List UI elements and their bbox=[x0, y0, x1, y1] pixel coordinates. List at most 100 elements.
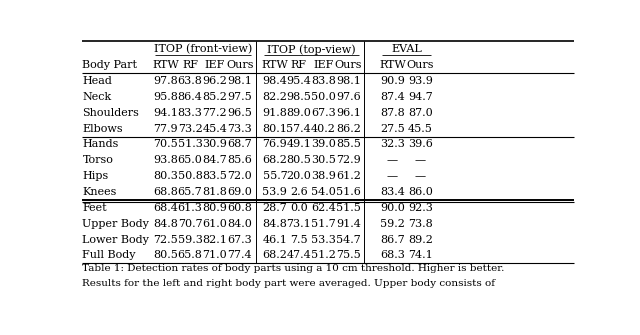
Text: 61.0: 61.0 bbox=[202, 219, 227, 229]
Text: Torso: Torso bbox=[83, 155, 113, 165]
Text: 83.8: 83.8 bbox=[311, 76, 336, 86]
Text: 30.9: 30.9 bbox=[202, 139, 227, 149]
Text: 77.2: 77.2 bbox=[203, 108, 227, 118]
Text: 51.7: 51.7 bbox=[311, 219, 336, 229]
Text: 89.2: 89.2 bbox=[408, 234, 433, 245]
Text: 72.5: 72.5 bbox=[154, 234, 178, 245]
Text: 39.6: 39.6 bbox=[408, 139, 433, 149]
Text: 45.4: 45.4 bbox=[202, 124, 227, 134]
Text: Feet: Feet bbox=[83, 203, 107, 213]
Text: 49.1: 49.1 bbox=[286, 139, 311, 149]
Text: ITOP (front-view): ITOP (front-view) bbox=[154, 44, 252, 55]
Text: EVAL: EVAL bbox=[391, 45, 422, 54]
Text: 27.5: 27.5 bbox=[380, 124, 405, 134]
Text: RF: RF bbox=[182, 60, 198, 70]
Text: 47.4: 47.4 bbox=[286, 250, 311, 260]
Text: ITOP (top-view): ITOP (top-view) bbox=[268, 44, 356, 55]
Text: 96.2: 96.2 bbox=[202, 76, 227, 86]
Text: 80.5: 80.5 bbox=[286, 155, 311, 165]
Text: 86.7: 86.7 bbox=[380, 234, 405, 245]
Text: 94.1: 94.1 bbox=[154, 108, 179, 118]
Text: 7.5: 7.5 bbox=[290, 234, 308, 245]
Text: IEF: IEF bbox=[205, 60, 225, 70]
Text: 68.2: 68.2 bbox=[262, 250, 287, 260]
Text: 65.0: 65.0 bbox=[178, 155, 202, 165]
Text: 80.1: 80.1 bbox=[262, 124, 287, 134]
Text: Full Body: Full Body bbox=[83, 250, 136, 260]
Text: 98.4: 98.4 bbox=[262, 76, 287, 86]
Text: 97.6: 97.6 bbox=[336, 92, 361, 102]
Text: 80.9: 80.9 bbox=[202, 203, 227, 213]
Text: —: — bbox=[387, 171, 398, 181]
Text: 53.3: 53.3 bbox=[311, 234, 336, 245]
Text: Body Part: Body Part bbox=[83, 60, 138, 70]
Text: 96.1: 96.1 bbox=[336, 108, 361, 118]
Text: 83.4: 83.4 bbox=[380, 187, 405, 197]
Text: 51.2: 51.2 bbox=[311, 250, 336, 260]
Text: Knees: Knees bbox=[83, 187, 117, 197]
Text: Hands: Hands bbox=[83, 139, 119, 149]
Text: Neck: Neck bbox=[83, 92, 112, 102]
Text: 90.9: 90.9 bbox=[380, 76, 405, 86]
Text: Results for the left and right body part were averaged. Upper body consists of: Results for the left and right body part… bbox=[83, 279, 495, 288]
Text: 89.0: 89.0 bbox=[286, 108, 311, 118]
Text: 87.0: 87.0 bbox=[408, 108, 433, 118]
Text: 68.7: 68.7 bbox=[227, 139, 252, 149]
Text: Table 1: Detection rates of body parts using a 10 cm threshold. Higher is better: Table 1: Detection rates of body parts u… bbox=[83, 264, 505, 273]
Text: 84.0: 84.0 bbox=[227, 219, 252, 229]
Text: RF: RF bbox=[291, 60, 307, 70]
Text: 83.5: 83.5 bbox=[202, 171, 227, 181]
Text: 87.8: 87.8 bbox=[380, 108, 405, 118]
Text: 91.8: 91.8 bbox=[262, 108, 287, 118]
Text: IEF: IEF bbox=[314, 60, 333, 70]
Text: 95.8: 95.8 bbox=[154, 92, 179, 102]
Text: 86.2: 86.2 bbox=[336, 124, 361, 134]
Text: RTW: RTW bbox=[262, 60, 288, 70]
Text: 60.8: 60.8 bbox=[227, 203, 252, 213]
Text: 85.2: 85.2 bbox=[202, 92, 227, 102]
Text: 97.8: 97.8 bbox=[154, 76, 178, 86]
Text: 65.8: 65.8 bbox=[178, 250, 202, 260]
Text: 45.5: 45.5 bbox=[408, 124, 433, 134]
Text: 72.9: 72.9 bbox=[336, 155, 361, 165]
Text: 77.4: 77.4 bbox=[227, 250, 252, 260]
Text: Ours: Ours bbox=[335, 60, 362, 70]
Text: 68.3: 68.3 bbox=[380, 250, 405, 260]
Text: 81.8: 81.8 bbox=[202, 187, 227, 197]
Text: 86.4: 86.4 bbox=[178, 92, 202, 102]
Text: —: — bbox=[415, 171, 426, 181]
Text: 39.0: 39.0 bbox=[311, 139, 336, 149]
Text: 82.1: 82.1 bbox=[202, 234, 227, 245]
Text: 53.9: 53.9 bbox=[262, 187, 287, 197]
Text: 71.0: 71.0 bbox=[202, 250, 227, 260]
Text: 84.8: 84.8 bbox=[154, 219, 179, 229]
Text: 73.8: 73.8 bbox=[408, 219, 433, 229]
Text: Ours: Ours bbox=[226, 60, 253, 70]
Text: 86.0: 86.0 bbox=[408, 187, 433, 197]
Text: 98.1: 98.1 bbox=[227, 76, 252, 86]
Text: 67.3: 67.3 bbox=[227, 234, 252, 245]
Text: 93.8: 93.8 bbox=[154, 155, 179, 165]
Text: Shoulders: Shoulders bbox=[83, 108, 140, 118]
Text: 70.7: 70.7 bbox=[178, 219, 202, 229]
Text: 85.5: 85.5 bbox=[336, 139, 361, 149]
Text: 50.8: 50.8 bbox=[178, 171, 202, 181]
Text: 72.0: 72.0 bbox=[227, 171, 252, 181]
Text: 54.0: 54.0 bbox=[311, 187, 336, 197]
Text: 54.7: 54.7 bbox=[336, 234, 361, 245]
Text: 51.6: 51.6 bbox=[336, 187, 361, 197]
Text: 59.2: 59.2 bbox=[380, 219, 405, 229]
Text: Hips: Hips bbox=[83, 171, 109, 181]
Text: 98.5: 98.5 bbox=[286, 92, 311, 102]
Text: 68.8: 68.8 bbox=[154, 187, 179, 197]
Text: 63.8: 63.8 bbox=[178, 76, 202, 86]
Text: 62.4: 62.4 bbox=[311, 203, 336, 213]
Text: 87.4: 87.4 bbox=[380, 92, 405, 102]
Text: 20.0: 20.0 bbox=[286, 171, 311, 181]
Text: 93.9: 93.9 bbox=[408, 76, 433, 86]
Text: 73.1: 73.1 bbox=[286, 219, 311, 229]
Text: 80.5: 80.5 bbox=[154, 250, 179, 260]
Text: 69.0: 69.0 bbox=[227, 187, 252, 197]
Text: 82.2: 82.2 bbox=[262, 92, 287, 102]
Text: 32.3: 32.3 bbox=[380, 139, 405, 149]
